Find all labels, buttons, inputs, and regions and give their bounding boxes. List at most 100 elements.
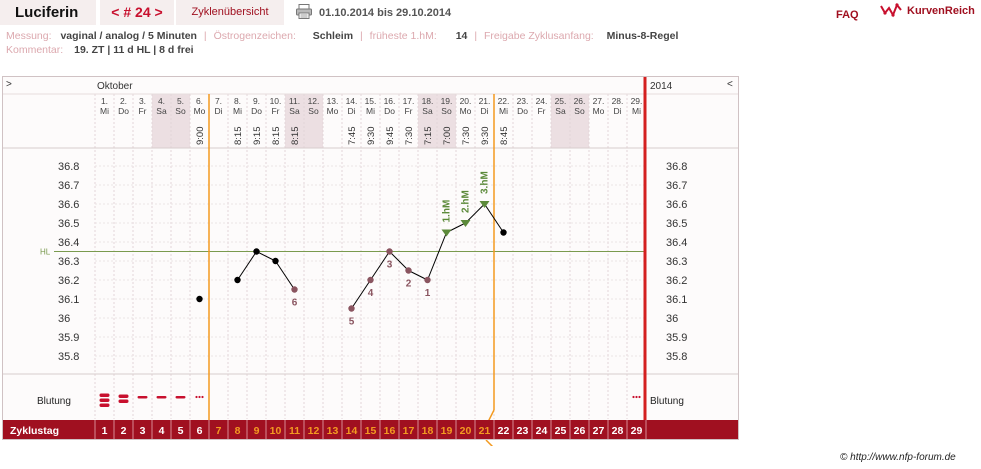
measure-time-label: 9:00 <box>195 127 206 146</box>
zyklustag-number: 1 <box>102 425 108 437</box>
high-measurement-label: 3.hM <box>480 171 491 194</box>
weekend-shade <box>418 94 437 148</box>
temp-point <box>253 248 260 255</box>
day-date-label: 2. <box>120 96 127 106</box>
day-date-label: 26. <box>574 96 586 106</box>
day-date-label: 3. <box>139 96 146 106</box>
day-date-label: 7. <box>215 96 222 106</box>
ytick-left-label: 35.9 <box>58 332 79 344</box>
low-measurement-point <box>348 305 355 312</box>
weekday-label: Mi <box>233 106 242 116</box>
bleeding-heavy-mark <box>99 403 110 407</box>
temp-segment <box>427 232 447 281</box>
zyklustag-number: 13 <box>327 425 339 437</box>
zyklustag-number: 29 <box>631 425 643 437</box>
bleeding-medium-mark <box>118 399 129 403</box>
measure-time-label: 8:15 <box>290 127 301 146</box>
zyklustag-number: 23 <box>517 425 529 437</box>
zyklustag-number: 10 <box>270 425 282 437</box>
temp-point <box>500 229 507 236</box>
cycle-overview-link[interactable]: Zyklenübersicht <box>176 0 284 25</box>
weekend-shade <box>551 94 570 148</box>
zyklustag-number: 3 <box>140 425 146 437</box>
cycle-curve-icon[interactable] <box>880 2 902 20</box>
day-date-label: 12. <box>308 96 320 106</box>
day-date-label: 8. <box>234 96 241 106</box>
zyklustag-number: 2 <box>121 425 127 437</box>
zyklustag-number: 14 <box>346 425 358 437</box>
weekday-label: Sa <box>555 106 566 116</box>
weekday-label: Do <box>251 106 262 116</box>
day-date-label: 15. <box>365 96 377 106</box>
weekday-label: Fr <box>404 106 412 116</box>
weekday-label: Di <box>480 106 488 116</box>
temp-point <box>272 257 279 265</box>
weekend-shade <box>171 94 190 148</box>
day-date-label: 10. <box>270 96 282 106</box>
month-label: Oktober <box>97 81 133 92</box>
bleeding-light-mark <box>137 396 148 399</box>
temp-point <box>234 276 241 284</box>
zyklustag-number: 18 <box>422 425 434 437</box>
measure-time-label: 8:15 <box>271 127 282 146</box>
bleeding-spotting-mark <box>195 395 198 399</box>
zyklustag-number: 12 <box>308 425 320 437</box>
bleeding-light-mark <box>175 396 186 399</box>
high-measurement-marker <box>441 229 452 237</box>
copyright-notice: © http://www.nfp-forum.de <box>840 452 956 463</box>
low-measurement-label: 4 <box>368 288 374 299</box>
blutung-label-right: Blutung <box>650 396 684 407</box>
day-date-label: 25. <box>555 96 567 106</box>
fruehest-value: 14 <box>455 30 468 42</box>
low-measurement-label: 6 <box>292 298 298 309</box>
measure-time-label: 7:15 <box>423 127 434 146</box>
weekday-label: Fr <box>138 106 146 116</box>
scroll-left-arrow: > <box>6 79 12 90</box>
zyklustag-number: 17 <box>403 425 415 437</box>
cycle-navigator[interactable]: < # 24 > <box>100 0 174 25</box>
kommentar-value: 19. ZT | 11 d HL | 8 d frei <box>74 44 194 56</box>
info-row-measurement: Messung: vaginal / analog / 5 Minuten | … <box>6 30 678 43</box>
low-measurement-point <box>367 276 374 284</box>
zyklustag-bar <box>2 420 739 440</box>
day-date-label: 23. <box>517 96 529 106</box>
measure-time-label: 8:45 <box>499 127 510 146</box>
bleeding-light-mark <box>156 396 167 399</box>
logo-text[interactable]: KurvenReich <box>907 5 975 17</box>
zyklustag-number: 27 <box>593 425 605 437</box>
cycle-number-label[interactable]: < # 24 > <box>111 4 163 20</box>
cycle-overview-label[interactable]: Zyklenübersicht <box>191 6 269 18</box>
faq-link[interactable]: FAQ <box>836 9 859 21</box>
day-date-label: 5. <box>177 96 184 106</box>
temp-segment <box>408 270 428 281</box>
measure-time-label: 7:45 <box>347 127 358 146</box>
low-measurement-label: 3 <box>387 260 393 271</box>
day-date-label: 19. <box>441 96 453 106</box>
separator: | <box>360 30 363 42</box>
ytick-left-label: 36.6 <box>58 199 79 211</box>
weekday-label: Mo <box>194 106 206 116</box>
high-measurement-label: 1.hM <box>442 200 453 223</box>
fruehest-key: früheste 1.hM: <box>369 30 437 42</box>
ytick-left-label: 36.3 <box>58 256 79 268</box>
weekend-shade <box>437 94 456 148</box>
weekday-label: Mo <box>327 106 339 116</box>
low-measurement-point <box>405 267 412 274</box>
weekday-label: So <box>308 106 319 116</box>
weekday-label: Do <box>118 106 129 116</box>
weekday-label: Mi <box>100 106 109 116</box>
day-date-label: 9. <box>253 96 260 106</box>
weekday-label: Fr <box>537 106 545 116</box>
bleeding-heavy-mark <box>99 393 110 397</box>
temp-segment <box>465 203 485 224</box>
bleeding-spotting-mark <box>632 395 635 399</box>
zyklustag-number: 9 <box>254 425 260 437</box>
weekday-label: So <box>175 106 186 116</box>
ytick-right-label: 36.4 <box>666 237 687 249</box>
measure-time-label: 7:30 <box>461 127 472 146</box>
weekday-label: Do <box>517 106 528 116</box>
day-date-label: 28. <box>612 96 624 106</box>
temp-point <box>196 295 203 303</box>
day-date-label: 13. <box>327 96 339 106</box>
printer-icon[interactable] <box>296 4 312 19</box>
